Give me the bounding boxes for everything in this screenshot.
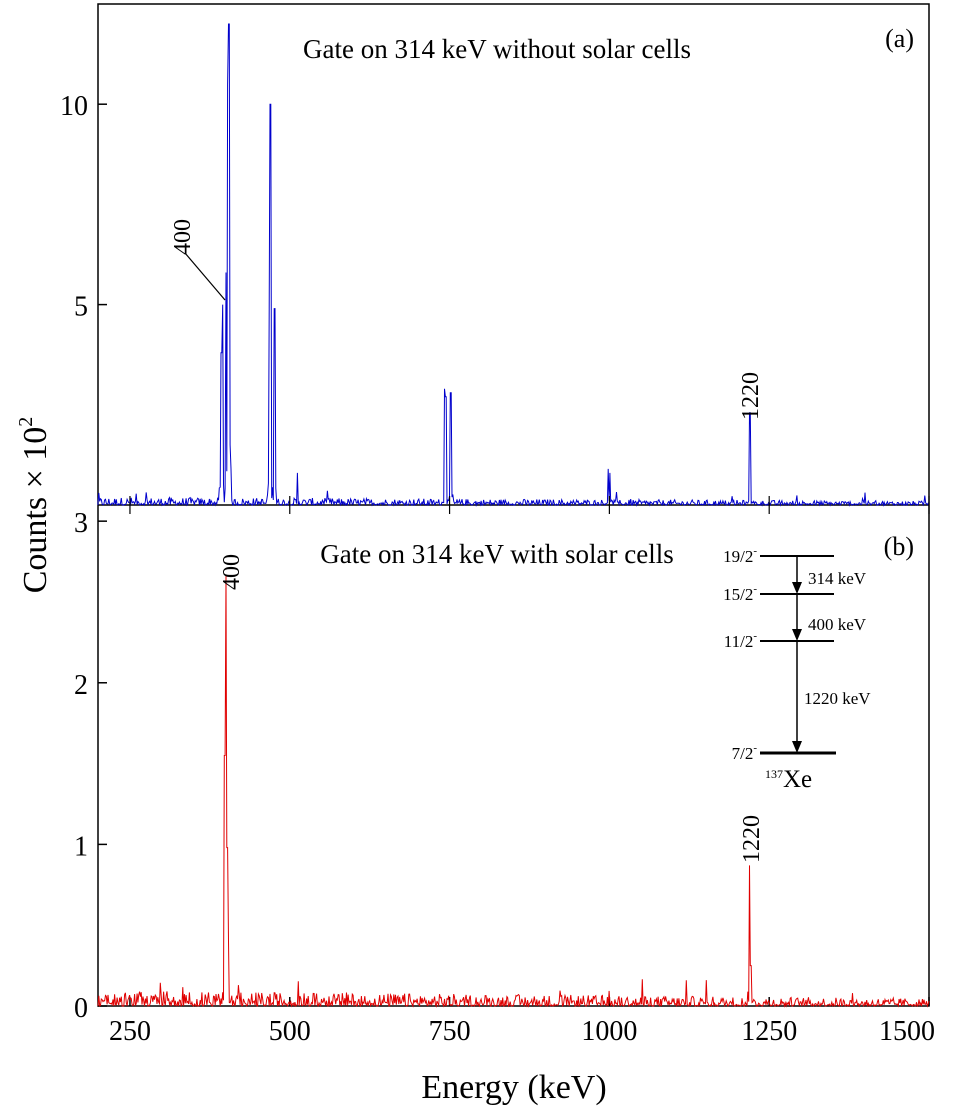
xtick-label-1500: 1500 bbox=[879, 1016, 935, 1047]
level-7-2-spin: 7/2- bbox=[732, 742, 758, 763]
panel-b-y-ticks: 0 1 2 3 bbox=[74, 508, 107, 1024]
xtick-label-750: 750 bbox=[429, 1016, 471, 1047]
transition-1220-arrowhead bbox=[792, 741, 802, 753]
panel-a-label: (a) bbox=[885, 24, 914, 53]
level-scheme: 19/2- 15/2- 11/2- 7/2- 314 keV 400 keV 1… bbox=[723, 545, 871, 793]
xtick-label-250: 250 bbox=[109, 1016, 151, 1047]
panel-a-title: Gate on 314 keV without solar cells bbox=[303, 34, 691, 64]
transition-400-arrowhead bbox=[792, 629, 802, 641]
transition-1220-label: 1220 keV bbox=[804, 689, 871, 708]
panel-b-ytick-label-1: 1 bbox=[74, 831, 88, 862]
panel-b-ytick-label-0: 0 bbox=[74, 993, 88, 1024]
panel-a-ytick-label-10: 10 bbox=[60, 91, 88, 122]
level-19-2-spin: 19/2- bbox=[723, 545, 757, 566]
panel-a: 510 Gate on 314 keV without solar cells … bbox=[60, 23, 930, 507]
x-axis-title: Energy (keV) bbox=[421, 1069, 606, 1106]
xtick-label-500: 500 bbox=[269, 1016, 311, 1047]
xtick-label-1250: 1250 bbox=[741, 1016, 797, 1047]
transition-400-label: 400 keV bbox=[808, 615, 867, 634]
y-axis-title: Counts × 102 bbox=[15, 417, 54, 594]
panel-b-ytick-label-2: 2 bbox=[74, 670, 88, 701]
panel-a-1220-peak-label: 1220 bbox=[738, 372, 764, 420]
panel-a-400-peak-label: 400 bbox=[170, 219, 196, 255]
panel-a-spectrum-line bbox=[97, 23, 930, 507]
panel-a-400-leader-line bbox=[184, 252, 226, 301]
panel-b-title: Gate on 314 keV with solar cells bbox=[320, 539, 673, 569]
level-11-2-spin: 11/2- bbox=[724, 630, 758, 651]
panel-b-ytick-label-3: 3 bbox=[74, 508, 88, 539]
level-15-2-spin: 15/2- bbox=[723, 583, 757, 604]
panel-a-ytick-label-5: 5 bbox=[74, 292, 88, 323]
panel-b-spectrum-line bbox=[97, 574, 930, 1008]
panel-b-label: (b) bbox=[884, 532, 914, 561]
panel-b-400-peak-label: 400 bbox=[219, 554, 245, 590]
xtick-label-1000: 1000 bbox=[581, 1016, 637, 1047]
transition-314-label: 314 keV bbox=[808, 569, 867, 588]
transition-314-arrowhead bbox=[792, 582, 802, 594]
panel-b-1220-peak-label: 1220 bbox=[739, 815, 765, 863]
x-axis-ticks: 250 500 750 1000 1250 1500 bbox=[109, 496, 935, 1047]
nucleus-label: 137Xe bbox=[765, 766, 812, 793]
panel-b: 0 1 2 3 250 500 750 1000 1250 1500 Gate on 314 k… bbox=[74, 496, 935, 1047]
panel-a-y-ticks: 5 10 bbox=[60, 91, 107, 323]
